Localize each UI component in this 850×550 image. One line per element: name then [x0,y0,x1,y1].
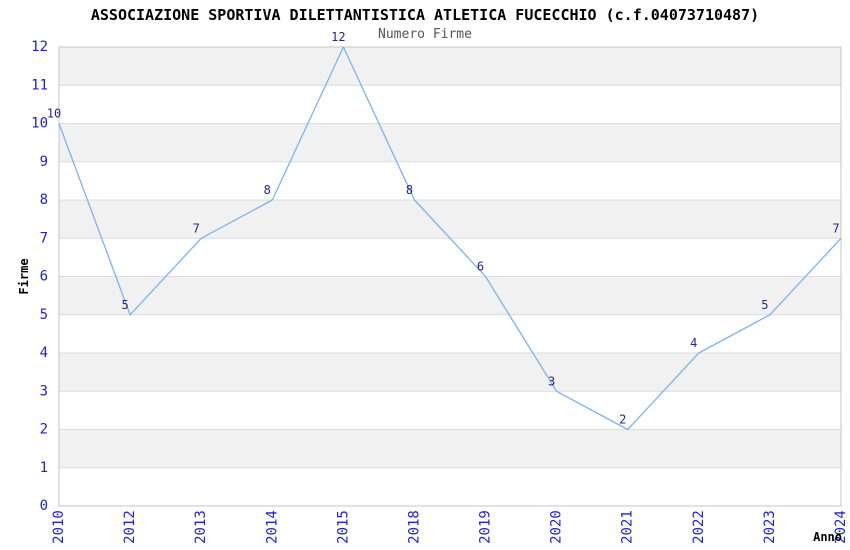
y-tick-label: 2 [40,422,48,438]
plot-band [59,353,841,392]
data-label: 2 [619,413,626,427]
series-line [58,46,842,431]
data-label: 5 [761,298,768,312]
y-tick-label: 0 [40,498,48,514]
data-label: 3 [548,374,555,388]
x-tick-label: 2013 [193,510,209,544]
y-tick-label: 9 [40,154,48,170]
y-tick-label: 12 [31,39,48,55]
data-label: 5 [121,298,128,312]
plot-band [59,200,841,239]
y-tick-label: 11 [31,77,48,93]
y-tick-label: 8 [40,192,48,208]
data-label: 4 [690,336,697,350]
x-tick-label: 2012 [122,510,138,544]
plot-border [58,46,842,507]
data-label: 12 [331,30,345,44]
x-tick-label: 2010 [51,510,67,544]
y-axis-label: Firme [17,258,31,294]
x-tick-label: 2018 [406,510,422,544]
y-tick-label: 6 [40,269,48,285]
x-tick-label: 2019 [478,510,494,544]
data-label: 8 [406,183,413,197]
x-tick-label: 2022 [691,510,707,544]
data-label: 10 [47,107,61,121]
x-tick-label: 2021 [620,510,636,544]
x-axis-label: Anno [813,530,842,544]
x-tick-label: 2024 [833,510,849,544]
y-tick-label: 1 [40,460,48,476]
x-tick-label: 2014 [264,510,280,544]
data-label: 7 [832,221,839,235]
plot-band [59,123,841,162]
chart-title: ASSOCIAZIONE SPORTIVA DILETTANTISTICA AT… [90,6,760,24]
y-tick-label: 3 [40,383,48,399]
data-label: 6 [477,260,484,274]
x-tick-label: 2020 [549,510,565,544]
y-tick-label: 10 [31,116,48,132]
data-label: 8 [264,183,271,197]
data-label: 7 [193,221,200,235]
y-tick-label: 4 [40,345,48,361]
plot-band [59,47,841,86]
y-tick-label: 7 [40,230,48,246]
x-tick-label: 2023 [762,510,778,544]
plot-band [59,429,841,468]
x-tick-label: 2015 [335,510,351,544]
y-tick-label: 5 [40,307,48,323]
chart-subtitle: Numero Firme [378,27,472,42]
plot-band [59,276,841,315]
